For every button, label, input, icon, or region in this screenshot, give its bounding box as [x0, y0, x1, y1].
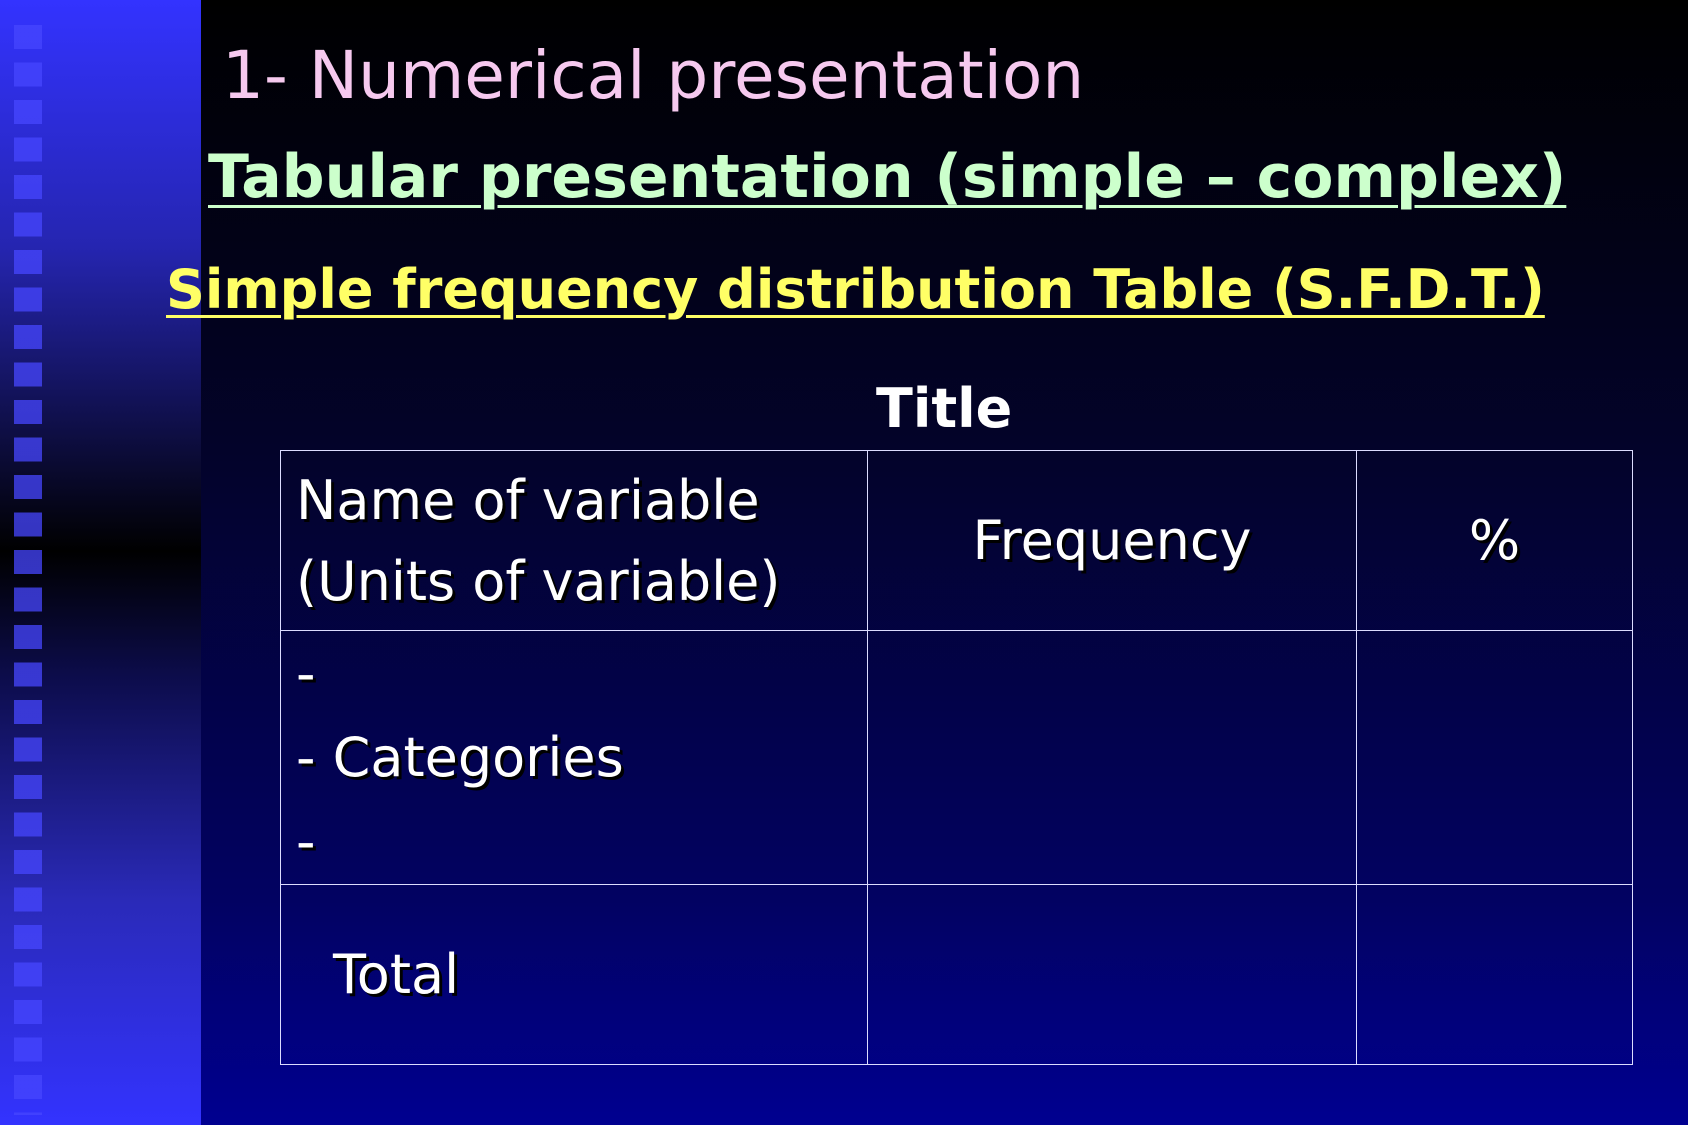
table-title: Title	[876, 377, 1013, 440]
table-row: - - Categories -	[280, 630, 1633, 885]
subtitle-sfdt: Simple frequency distribution Table (S.F…	[166, 258, 1545, 321]
total-percent-cell	[1356, 884, 1633, 1065]
sidebar-square-pattern	[14, 25, 42, 1115]
total-label-cell: Total	[280, 884, 868, 1065]
category-line: - Categories	[296, 725, 624, 789]
header-frequency-cell: Frequency	[867, 450, 1357, 631]
category-line: -	[296, 809, 316, 873]
header-variable-name: Name of variable	[296, 468, 760, 532]
table-header-row: Name of variable (Units of variable) Fre…	[280, 450, 1633, 631]
slide-title: 1- Numerical presentation	[222, 37, 1085, 114]
decorative-sidebar	[0, 0, 201, 1125]
frequency-cell	[867, 630, 1357, 885]
frequency-table: Name of variable (Units of variable) Fre…	[280, 450, 1633, 1065]
categories-cell: - - Categories -	[280, 630, 868, 885]
total-frequency-cell	[867, 884, 1357, 1065]
table-total-row: Total	[280, 884, 1633, 1065]
subtitle-tabular-presentation: Tabular presentation (simple – complex)	[208, 142, 1567, 212]
header-variable-cell: Name of variable (Units of variable)	[280, 450, 868, 631]
percent-cell	[1356, 630, 1633, 885]
header-variable-units: (Units of variable)	[296, 549, 781, 613]
category-line: -	[296, 641, 316, 705]
header-percent-cell: %	[1356, 450, 1633, 631]
